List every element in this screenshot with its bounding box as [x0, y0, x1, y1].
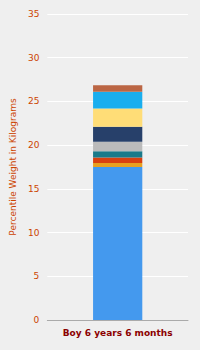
svg-text:15: 15 [28, 184, 39, 194]
svg-text:35: 35 [28, 9, 39, 19]
svg-text:25: 25 [28, 96, 39, 106]
svg-text:5: 5 [34, 271, 40, 281]
svg-text:10: 10 [28, 228, 40, 238]
svg-text:Percentile Weight in Kilograms: Percentile Weight in Kilograms [8, 98, 18, 236]
svg-text:0: 0 [34, 315, 40, 325]
svg-text:30: 30 [28, 53, 40, 63]
svg-text:Boy 6 years 6 months: Boy 6 years 6 months [63, 328, 173, 338]
svg-text:20: 20 [28, 140, 40, 150]
